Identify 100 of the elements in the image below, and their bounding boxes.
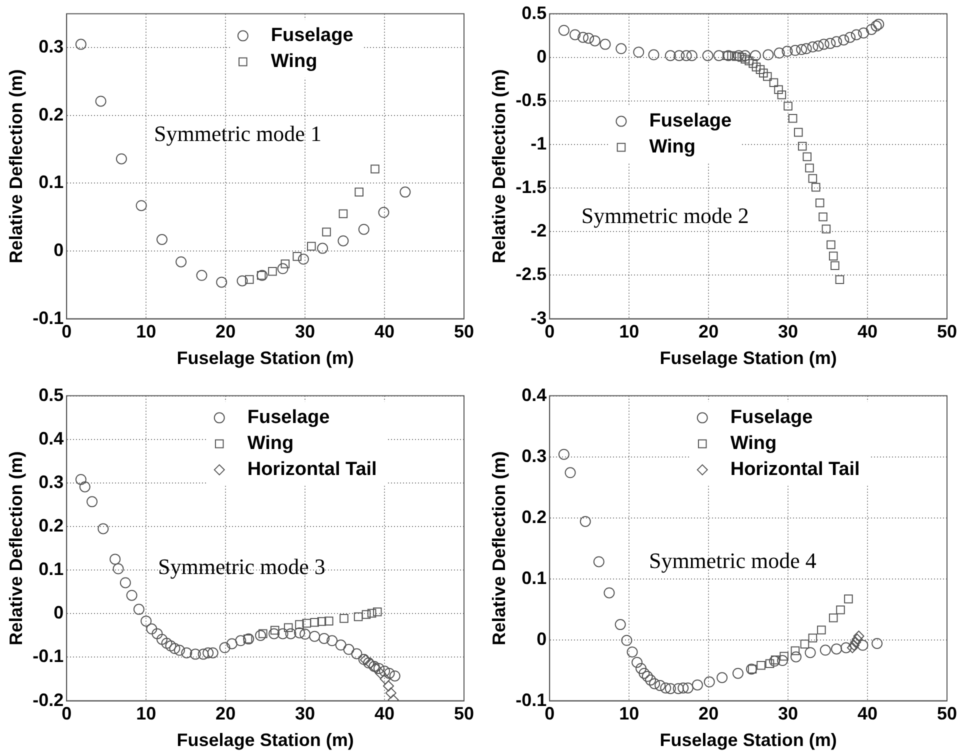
point <box>322 228 331 236</box>
point <box>161 638 172 649</box>
point <box>98 523 109 534</box>
point <box>873 18 884 30</box>
point <box>335 640 346 651</box>
point <box>79 481 90 492</box>
point <box>268 266 277 276</box>
point <box>645 674 656 686</box>
y-tick-label: -0.2 <box>32 690 64 710</box>
point <box>733 50 744 62</box>
y-tick-label: 0.4 <box>38 428 64 448</box>
point <box>777 90 786 100</box>
point <box>558 448 570 460</box>
point <box>830 261 840 270</box>
legend-label: Horizontal Tail <box>247 459 377 480</box>
point <box>774 48 785 59</box>
x-tick-label: 20 <box>698 322 719 342</box>
point <box>284 623 293 632</box>
x-axis-title: Fuselage Station (m) <box>660 348 837 368</box>
point <box>664 50 676 62</box>
point <box>614 619 626 630</box>
y-tick-label: 0.5 <box>38 384 64 405</box>
point <box>648 49 660 60</box>
point <box>740 54 750 64</box>
annotation: Symmetric mode 1 <box>154 120 322 147</box>
point <box>116 153 127 164</box>
y-tick-label: 0 <box>536 46 547 66</box>
point <box>358 224 370 235</box>
point <box>385 687 396 698</box>
point <box>850 29 862 40</box>
point <box>324 616 334 626</box>
annotation: Symmetric mode 4 <box>648 548 816 574</box>
point <box>840 642 852 654</box>
y-tick-label: 0 <box>54 602 64 623</box>
point <box>872 638 883 649</box>
point <box>660 682 672 694</box>
y-tick-label: 0.1 <box>38 172 64 192</box>
point <box>280 260 290 268</box>
point <box>298 254 309 265</box>
legend-label: Wing <box>730 433 777 454</box>
point <box>338 209 348 218</box>
point <box>722 51 732 60</box>
point <box>790 44 801 56</box>
legend-label: Wing <box>247 433 294 454</box>
point <box>616 43 627 54</box>
x-tick-label: 40 <box>374 322 395 342</box>
y-tick-label: 0.2 <box>38 104 64 124</box>
y-tick-label: 0.5 <box>522 2 547 23</box>
point <box>202 647 214 658</box>
x-axis-title: Fuselage Station (m) <box>176 730 354 750</box>
point <box>570 29 581 40</box>
x-tick-label: 50 <box>936 322 958 342</box>
point <box>255 630 266 641</box>
point <box>373 663 384 674</box>
point <box>800 43 812 54</box>
x-tick-label: 20 <box>698 704 719 724</box>
point <box>870 20 882 32</box>
y-tick-label: -1.5 <box>516 177 547 198</box>
x-tick-label: 50 <box>454 704 474 724</box>
point <box>235 635 246 646</box>
point <box>577 32 588 43</box>
point <box>807 41 818 52</box>
point <box>790 651 802 662</box>
point <box>716 672 728 684</box>
point <box>790 646 800 656</box>
point <box>794 128 803 137</box>
y-tick-label: -2.5 <box>516 264 547 284</box>
x-tick-label: 30 <box>778 322 798 342</box>
point <box>258 629 268 638</box>
point <box>564 467 576 478</box>
y-tick-label: 0.3 <box>38 472 64 492</box>
point <box>727 51 736 60</box>
point <box>604 587 615 598</box>
point <box>762 72 772 81</box>
point <box>156 234 168 245</box>
point <box>338 235 349 246</box>
point <box>649 678 660 690</box>
point <box>156 634 168 645</box>
point <box>838 34 850 46</box>
point <box>600 38 611 50</box>
point <box>817 626 826 634</box>
point <box>112 563 124 574</box>
point <box>784 102 792 111</box>
point <box>400 186 411 198</box>
point <box>828 252 838 260</box>
y-axis-title: Relative Deflection (m) <box>488 451 509 646</box>
point <box>380 674 391 685</box>
point <box>638 668 650 679</box>
point <box>704 676 715 688</box>
point <box>853 630 864 642</box>
point <box>300 628 311 640</box>
x-tick-label: 20 <box>216 704 236 724</box>
y-tick-label: 0.2 <box>38 515 64 536</box>
point <box>75 474 86 485</box>
point <box>798 142 807 151</box>
legend-label: Fuselage <box>649 110 732 132</box>
point <box>769 656 780 667</box>
y-tick-label: -0.1 <box>32 308 64 328</box>
point <box>740 50 751 62</box>
point <box>804 647 816 658</box>
